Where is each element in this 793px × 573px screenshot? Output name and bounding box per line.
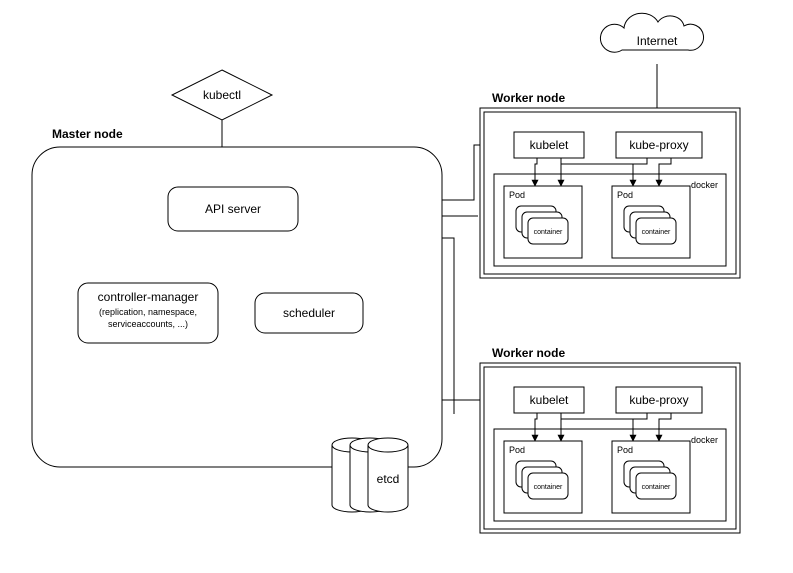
pod-label: Pod — [617, 445, 633, 455]
worker-title: Worker node — [492, 346, 565, 360]
worker-node-2: Worker node kubelet kube-proxy docker Pod con… — [480, 346, 740, 533]
master-title: Master node — [52, 127, 123, 141]
kubectl-node: kubectl — [172, 70, 272, 120]
pod-label: Pod — [617, 190, 633, 200]
container-label: container — [534, 484, 563, 491]
etcd-label: etcd — [377, 472, 400, 486]
pod: Pod container — [504, 441, 582, 513]
container-label: container — [642, 484, 671, 491]
kube-proxy-label: kube-proxy — [629, 138, 688, 152]
pod-label: Pod — [509, 190, 525, 200]
worker-node-1: Worker node kubelet kube-proxy docker Pod con… — [480, 91, 740, 278]
internet-cloud: Internet — [600, 13, 703, 52]
controller-manager-sub2: serviceaccounts, ...) — [108, 319, 188, 329]
kubelet-label: kubelet — [530, 138, 569, 152]
container-label: container — [534, 229, 563, 236]
api-server-label: API server — [205, 202, 261, 216]
controller-manager-label: controller-manager — [98, 290, 199, 304]
pod-label: Pod — [509, 445, 525, 455]
docker-label: docker — [691, 180, 718, 190]
docker-label: docker — [691, 435, 718, 445]
pod: Pod container — [612, 441, 690, 513]
master-node: Master node API server controller-manager (… — [32, 127, 442, 512]
controller-manager-sub1: (replication, namespace, — [99, 307, 197, 317]
worker-title: Worker node — [492, 91, 565, 105]
container-label: container — [642, 229, 671, 236]
kube-proxy-label: kube-proxy — [629, 393, 688, 407]
scheduler-label: scheduler — [283, 306, 335, 320]
kubectl-label: kubectl — [203, 88, 241, 102]
internet-label: Internet — [637, 34, 678, 48]
kubelet-label: kubelet — [530, 393, 569, 407]
pod: Pod container — [612, 186, 690, 258]
pod: Pod container — [504, 186, 582, 258]
etcd-cluster: etcd — [332, 438, 408, 512]
